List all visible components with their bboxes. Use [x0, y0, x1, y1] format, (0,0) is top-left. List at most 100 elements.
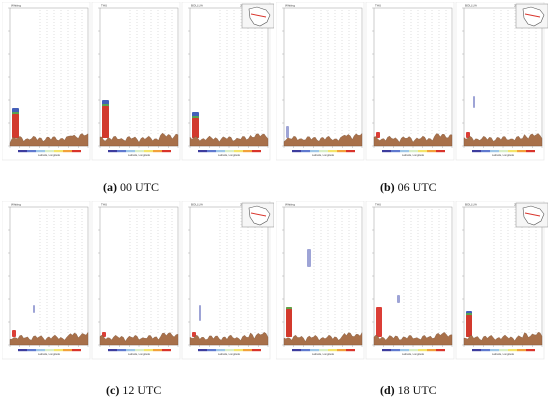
subplot: BOLLUA2019-08-15 12:00:00Latitude, Longi…	[181, 200, 271, 360]
colorbar-segment	[18, 349, 27, 352]
subplot-head: BOLLUA	[465, 203, 477, 207]
colorbar-segment	[225, 150, 234, 153]
colorbar-segment	[234, 349, 243, 352]
subplot: Whiting Latitude, Longitude	[1, 1, 91, 161]
aerosol-plume	[192, 118, 199, 138]
inset-map-land	[522, 205, 545, 226]
terrain-profile	[463, 133, 543, 147]
figure-panel-svg: Whiting Latitude, Longitude THU Latitude, L…	[1, 1, 275, 161]
subplot: THU Latitude, Longitude	[91, 1, 181, 161]
colorbar-segment	[409, 150, 418, 153]
aerosol-plume	[397, 295, 400, 303]
transect-line	[250, 212, 267, 217]
colorbar-segment	[27, 349, 36, 352]
colorbar-segment	[198, 150, 207, 153]
colorbar-label: Latitude, Longitude	[312, 153, 335, 157]
subplot-head: Whiting	[285, 203, 295, 207]
colorbar-segment	[310, 150, 319, 153]
colorbar-segment	[427, 349, 436, 352]
terrain-profile	[373, 133, 453, 147]
transect-line	[250, 13, 267, 18]
inset-map-land	[248, 205, 271, 226]
aerosol-plume	[376, 132, 380, 138]
colorbar-label: Latitude, Longitude	[38, 153, 61, 157]
colorbar-segment	[292, 349, 301, 352]
subplot: BOLLUA2019-08-15 18:00:00Latitude, Longi…	[455, 200, 545, 360]
terrain-profile	[99, 332, 179, 346]
colorbar-segment	[108, 349, 117, 352]
colorbar-segment	[328, 150, 337, 153]
colorbar-segment	[301, 349, 310, 352]
colorbar-segment	[108, 150, 117, 153]
colorbar-segment	[400, 150, 409, 153]
colorbar-label: Latitude, Longitude	[218, 352, 241, 356]
colorbar-segment	[18, 150, 27, 153]
colorbar-segment	[319, 150, 328, 153]
colorbar-segment	[216, 150, 225, 153]
colorbar-label: Latitude, Longitude	[128, 153, 151, 157]
colorbar-segment	[36, 150, 45, 153]
figure-panel-svg: Whiting Latitude, Longitude THU Latitude, L…	[275, 200, 549, 360]
colorbar-label: Latitude, Longitude	[402, 153, 425, 157]
inset-map	[515, 202, 549, 228]
colorbar-segment	[144, 150, 153, 153]
colorbar-label: Latitude, Longitude	[492, 352, 515, 356]
colorbar-segment	[526, 349, 535, 352]
colorbar-segment	[301, 150, 310, 153]
terrain-profile	[99, 132, 179, 147]
colorbar-segment	[436, 349, 445, 352]
colorbar-segment	[63, 349, 72, 352]
colorbar-segment	[234, 150, 243, 153]
subplot-head: Whiting	[11, 203, 21, 207]
colorbar-segment	[427, 150, 436, 153]
aerosol-plume	[473, 96, 475, 108]
colorbar-segment	[382, 150, 391, 153]
subplot-head: THU	[375, 4, 381, 8]
subplot-head: THU	[101, 203, 107, 207]
subplot: THU Latitude, Longitude	[91, 200, 181, 360]
colorbar-segment	[72, 150, 81, 153]
colorbar-segment	[508, 150, 517, 153]
subplot: Whiting Latitude, Longitude	[275, 1, 365, 161]
caption-d: (d) 18 UTC	[380, 383, 437, 397]
colorbar-segment	[391, 150, 400, 153]
colorbar-segment	[27, 150, 36, 153]
colorbar-segment	[391, 349, 400, 352]
terrain-profile	[9, 331, 89, 346]
inset-map	[241, 3, 275, 29]
panel-a: Whiting Latitude, Longitude THU Latitude, L…	[1, 1, 275, 185]
colorbar-segment	[252, 349, 261, 352]
transect-line	[524, 13, 541, 18]
aerosol-plume	[33, 305, 35, 313]
aerosol-plume	[466, 315, 472, 337]
colorbar-segment	[517, 150, 526, 153]
aerosol-plume	[286, 126, 289, 138]
colorbar-segment	[117, 349, 126, 352]
colorbar-segment	[216, 349, 225, 352]
colorbar-segment	[243, 349, 252, 352]
colorbar-segment	[54, 349, 63, 352]
colorbar-segment	[135, 150, 144, 153]
colorbar-segment	[418, 349, 427, 352]
colorbar-segment	[346, 150, 355, 153]
colorbar-segment	[481, 150, 490, 153]
colorbar-segment	[490, 150, 499, 153]
inset-map-land	[248, 6, 271, 27]
aerosol-plume	[376, 307, 382, 337]
colorbar-segment	[135, 349, 144, 352]
colorbar-segment	[436, 150, 445, 153]
subplot: BOLLUA2019-08-15 00:00:00Latitude, Longi…	[181, 1, 271, 161]
subplot-head: Whiting	[285, 4, 295, 8]
aerosol-plume	[286, 309, 292, 337]
terrain-profile	[189, 332, 269, 346]
colorbar-segment	[481, 349, 490, 352]
transect-line	[524, 212, 541, 217]
inset-map	[515, 3, 549, 29]
colorbar-label: Latitude, Longitude	[402, 352, 425, 356]
colorbar-segment	[319, 349, 328, 352]
aerosol-plume	[199, 305, 201, 321]
colorbar-segment	[409, 349, 418, 352]
subplot-head: BOLLUA	[465, 4, 477, 8]
subplot-head: THU	[375, 203, 381, 207]
subplot-head: BOLLUA	[191, 203, 203, 207]
